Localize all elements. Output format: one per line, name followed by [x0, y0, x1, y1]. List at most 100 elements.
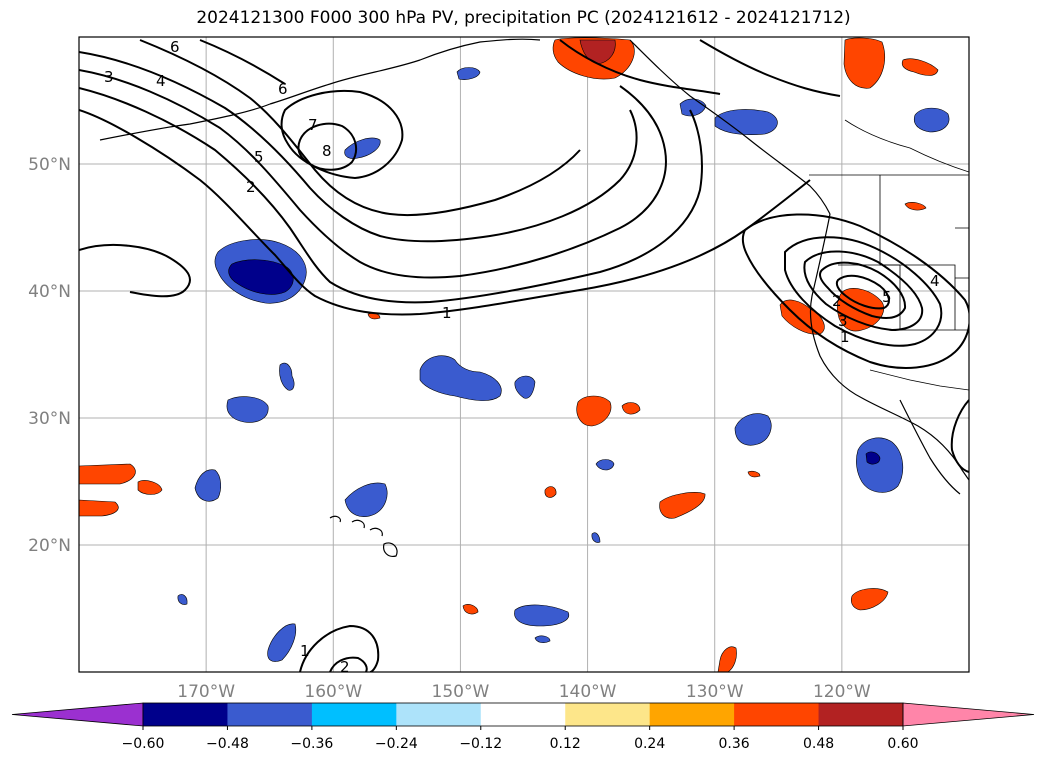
pv-contour-8	[199, 39, 286, 85]
contour-label: 7	[308, 116, 318, 134]
neg-blob-5	[279, 362, 295, 391]
pv-contour-10	[699, 39, 841, 97]
colorbar-segment	[311, 703, 397, 726]
neg-blob-6	[226, 396, 269, 423]
contour-label: 8	[322, 142, 332, 160]
pv-south-2	[329, 656, 368, 672]
pv-contour-11	[79, 244, 191, 298]
contour-label: 5	[882, 288, 892, 306]
pos-blob-mid2	[621, 402, 641, 415]
contour-label: 6	[170, 38, 180, 56]
colorbar: −0.60 −0.48 −0.36 −0.24 −0.12 0.12 0.24 0.36 0.4…	[11, 702, 1035, 752]
neg-blob-18	[534, 635, 551, 643]
canada-province	[844, 119, 969, 173]
pos-blob-mid	[576, 395, 612, 427]
lon-label: 150°W	[432, 682, 490, 702]
contour-label: 5	[254, 148, 264, 166]
neg-blob-16	[267, 623, 297, 662]
colorbar-label: 0.36	[719, 736, 750, 752]
colorbar-segment	[565, 703, 651, 726]
pos-blob-nw	[843, 37, 885, 89]
pv-contour-5	[139, 39, 581, 217]
colorbar-segment	[818, 703, 904, 726]
colorbar-label: 0.60	[887, 736, 918, 752]
neg-blob-11	[856, 437, 904, 493]
state-border-4	[955, 227, 969, 279]
colorbar-label: −0.48	[206, 736, 249, 752]
positive-precip-areas	[79, 37, 939, 672]
contour-label: 2	[832, 292, 842, 310]
contour-label: 1	[300, 642, 310, 660]
contour-label: 4	[930, 272, 940, 290]
neg-blob-9	[595, 459, 615, 471]
pos-blob-s6	[747, 470, 761, 478]
contour-label: 1	[442, 304, 452, 322]
pv-contour-7	[297, 122, 358, 171]
pos-blob-w3	[137, 480, 163, 495]
alaska-coast	[269, 38, 541, 105]
hawaii-islands	[329, 515, 398, 557]
contour-label: 6	[278, 80, 288, 98]
pv-contour-6	[280, 89, 404, 180]
pv-ridge-3	[803, 250, 924, 332]
us-mexico-border	[869, 369, 969, 391]
colorbar-label: 0.12	[550, 736, 581, 752]
gridlines	[79, 37, 969, 672]
lon-label: 140°W	[559, 682, 617, 702]
contour-label: 2	[340, 658, 350, 676]
contour-label: 3	[838, 312, 848, 330]
neg-blob-7	[194, 469, 221, 502]
pos-blob-s5	[462, 604, 479, 615]
pv-contour-9	[559, 39, 721, 95]
colorbar-segment	[480, 703, 566, 726]
pos-blob-w1	[79, 463, 136, 485]
colorbar-label: 0.24	[634, 736, 665, 752]
map-frame	[78, 36, 970, 673]
contour-label: 4	[156, 72, 166, 90]
pos-blob-s1	[659, 492, 706, 519]
pv-south-1	[299, 624, 380, 672]
pv-contour-4	[79, 51, 638, 243]
map-area	[79, 37, 969, 672]
neg-blob-2	[456, 67, 481, 80]
pv-ridge-4	[819, 261, 907, 319]
neg-blob-aleutian-core	[228, 259, 294, 295]
contour-label: 3	[104, 68, 114, 86]
colorbar-segment	[143, 703, 228, 726]
pv-ridge-2	[784, 236, 943, 347]
lat-label: 30°N	[28, 409, 71, 429]
neg-blob-17	[177, 594, 188, 605]
colorbar-segment	[734, 703, 820, 726]
neg-blob-12	[913, 107, 950, 133]
colorbar-segment	[396, 703, 482, 726]
pos-blob-s7	[904, 202, 927, 211]
colorbar-label: −0.60	[122, 736, 165, 752]
baja-peninsula	[899, 399, 961, 495]
aleutian-chain	[99, 103, 271, 141]
neg-blob-8	[344, 482, 388, 517]
latitude-labels: 20°N 30°N 40°N 50°N	[28, 155, 71, 556]
neg-blob-4	[514, 375, 536, 399]
pos-blob-calif	[779, 299, 825, 335]
negative-precip-areas	[177, 67, 950, 662]
colorbar-extend-high	[902, 702, 1035, 727]
lat-label: 50°N	[28, 155, 71, 175]
pos-blob-s3	[850, 588, 889, 611]
neg-blob-11-core	[865, 451, 881, 465]
pv-contours	[79, 39, 969, 672]
colorbar-label: −0.36	[290, 736, 333, 752]
colorbar-outline	[142, 702, 904, 727]
lon-label: 160°W	[304, 682, 362, 702]
alaska-panhandle	[629, 39, 831, 215]
pv-se-1	[950, 399, 969, 473]
state-border-2	[838, 264, 956, 330]
colorbar-extend-low	[11, 702, 144, 727]
neg-blob-19	[591, 532, 601, 543]
map-title: 2024121300 F000 300 hPa PV, precipitatio…	[196, 8, 851, 28]
pos-blob-s4	[717, 646, 737, 672]
longitude-labels: 170°W 160°W 150°W 140°W 130°W 120°W	[177, 682, 871, 702]
pos-blob-w2	[79, 499, 119, 517]
lon-label: 170°W	[177, 682, 235, 702]
pv-ridge-5	[835, 274, 890, 310]
